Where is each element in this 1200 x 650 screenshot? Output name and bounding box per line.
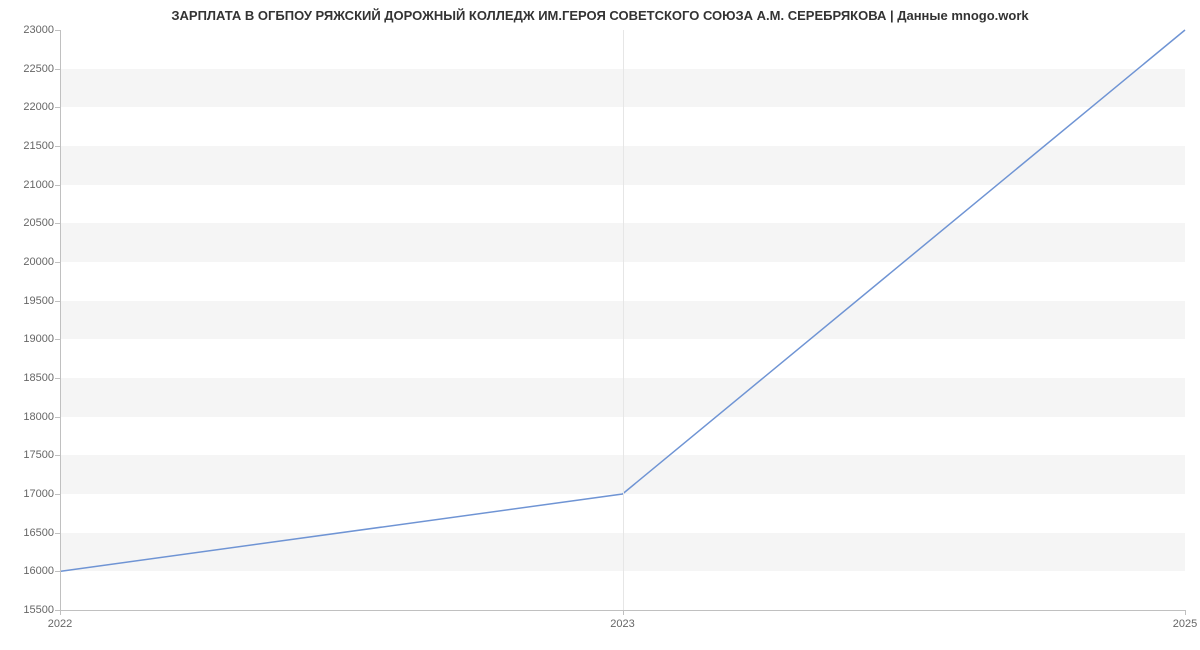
y-tick-label: 22500 <box>23 63 54 75</box>
chart-title: ЗАРПЛАТА В ОГБПОУ РЯЖСКИЙ ДОРОЖНЫЙ КОЛЛЕ… <box>0 8 1200 23</box>
y-tick-label: 22000 <box>23 101 54 113</box>
y-tick-label: 20500 <box>23 217 54 229</box>
y-tick-label: 18500 <box>23 372 54 384</box>
x-grid-line <box>623 30 624 610</box>
y-tick-label: 16000 <box>23 565 54 577</box>
y-tick-label: 16500 <box>23 527 54 539</box>
y-axis-line <box>60 30 61 610</box>
x-tick-label: 2023 <box>610 618 634 630</box>
y-tick-label: 23000 <box>23 24 54 36</box>
x-axis-line <box>60 610 1185 611</box>
y-tick-label: 19500 <box>23 295 54 307</box>
y-tick-label: 20000 <box>23 256 54 268</box>
y-tick-label: 19000 <box>23 333 54 345</box>
y-tick-label: 15500 <box>23 604 54 616</box>
plot-area: 1550016000165001700017500180001850019000… <box>60 30 1185 610</box>
y-tick-label: 21000 <box>23 179 54 191</box>
x-tick-mark <box>1185 610 1186 615</box>
y-tick-label: 17500 <box>23 449 54 461</box>
x-tick-label: 2022 <box>48 618 72 630</box>
y-tick-label: 21500 <box>23 140 54 152</box>
salary-line-chart: ЗАРПЛАТА В ОГБПОУ РЯЖСКИЙ ДОРОЖНЫЙ КОЛЛЕ… <box>0 0 1200 650</box>
x-tick-label: 2025 <box>1173 618 1197 630</box>
y-tick-label: 18000 <box>23 411 54 423</box>
y-tick-label: 17000 <box>23 488 54 500</box>
